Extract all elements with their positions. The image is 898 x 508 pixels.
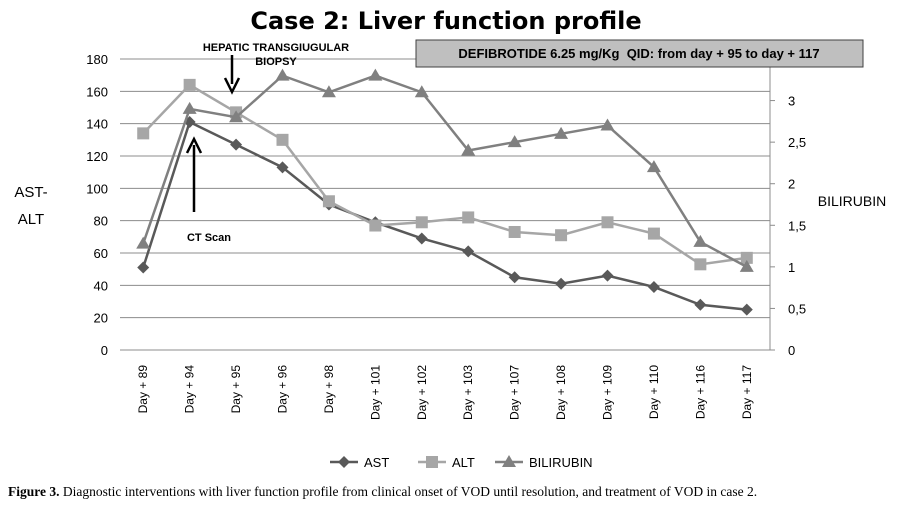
alt-point bbox=[694, 258, 707, 271]
ct-arrow bbox=[185, 136, 203, 212]
left-tick-label: 60 bbox=[94, 246, 108, 261]
x-tick-label: Day + 103 bbox=[461, 365, 475, 420]
right-tick-label: 2,5 bbox=[788, 135, 806, 150]
left-tick-label: 180 bbox=[86, 52, 108, 67]
bilirubin-point bbox=[600, 118, 615, 131]
alt-point bbox=[740, 251, 753, 264]
ast-line bbox=[142, 120, 747, 311]
bilirubin-point bbox=[507, 135, 522, 148]
biopsy-arrow bbox=[223, 55, 241, 95]
ast-point bbox=[230, 138, 243, 151]
alt-legend-label: ALT bbox=[452, 455, 475, 470]
left-tick-label: 160 bbox=[86, 84, 108, 99]
ast-point bbox=[555, 277, 568, 290]
biopsy-label-line1: HEPATIC TRANSGIUGULAR bbox=[203, 42, 349, 54]
ast-point bbox=[462, 245, 475, 258]
caption-text: Diagnostic interventions with liver func… bbox=[59, 484, 758, 499]
ast-point bbox=[694, 298, 707, 311]
left-tick-label: 120 bbox=[86, 149, 108, 164]
ast-point bbox=[137, 261, 150, 274]
alt-point bbox=[369, 219, 382, 232]
alt-point bbox=[322, 195, 335, 208]
right-tick-label: 2 bbox=[788, 177, 795, 192]
right-tick-label: 0,5 bbox=[788, 301, 806, 316]
x-tick-label: Day + 98 bbox=[322, 365, 336, 414]
bilirubin-legend-label: BILIRUBIN bbox=[529, 455, 593, 470]
ast-legend-marker bbox=[338, 456, 350, 468]
legend: AST ALT BILIRUBIN bbox=[330, 455, 593, 470]
bilirubin-point bbox=[321, 85, 336, 98]
left-tick-label: 140 bbox=[86, 117, 108, 132]
alt-point bbox=[137, 127, 150, 140]
x-tick-label: Day + 117 bbox=[740, 365, 754, 419]
x-tick-label: Day + 95 bbox=[229, 365, 243, 414]
x-tick-label: Day + 108 bbox=[554, 365, 568, 420]
ast-point bbox=[601, 269, 614, 282]
left-tick-label: 20 bbox=[94, 311, 108, 326]
ast-point bbox=[415, 232, 428, 245]
x-axis-ticks: Day + 89 Day + 94 Day + 95 Day + 96 Day + 98… bbox=[136, 365, 754, 420]
bilirubin-point bbox=[461, 143, 476, 156]
right-axis-ticks: 0 0,5 1 1,5 2 2,5 3 bbox=[769, 59, 806, 358]
ast-point bbox=[508, 271, 521, 284]
x-tick-label: Day + 116 bbox=[693, 365, 707, 419]
alt-line bbox=[142, 83, 747, 266]
alt-point bbox=[555, 229, 568, 242]
x-tick-label: Day + 96 bbox=[276, 365, 290, 414]
x-tick-label: Day + 107 bbox=[508, 365, 522, 420]
alt-point bbox=[462, 211, 475, 224]
x-tick-label: Day + 89 bbox=[136, 365, 150, 414]
bilirubin-line bbox=[142, 74, 748, 268]
series-layer bbox=[136, 68, 754, 316]
treatment-box bbox=[415, 39, 864, 68]
x-tick-label: Day + 110 bbox=[647, 365, 661, 419]
left-tick-label: 100 bbox=[86, 181, 108, 196]
alt-point bbox=[647, 227, 660, 240]
x-tick-label: Day + 101 bbox=[368, 365, 382, 420]
bilirubin-legend-marker bbox=[502, 455, 516, 467]
bilirubin-point bbox=[646, 160, 661, 173]
alt-point bbox=[601, 216, 614, 229]
bilirubin-point bbox=[229, 110, 244, 123]
left-tick-label: 0 bbox=[101, 343, 108, 358]
ct-label: CT Scan bbox=[187, 232, 231, 244]
bilirubin-point bbox=[136, 236, 151, 249]
bilirubin-point bbox=[368, 68, 383, 81]
bilirubin-point bbox=[693, 234, 708, 247]
ast-legend-label: AST bbox=[364, 455, 389, 470]
x-tick-label: Day + 94 bbox=[183, 365, 197, 414]
right-tick-label: 1 bbox=[788, 260, 795, 275]
left-axis-label-line2: ALT bbox=[18, 211, 44, 228]
alt-point bbox=[276, 133, 289, 146]
left-tick-label: 40 bbox=[94, 278, 108, 293]
chart-title: Case 2: Liver function profile bbox=[250, 7, 641, 35]
left-axis-label-line1: AST- bbox=[14, 184, 47, 201]
caption-label: Figure 3. bbox=[8, 484, 60, 499]
left-axis-ticks: 0 20 40 60 80 100 120 140 160 180 bbox=[86, 52, 108, 358]
bilirubin-point bbox=[414, 85, 429, 98]
right-tick-label: 1,5 bbox=[788, 218, 806, 233]
right-tick-label: 0 bbox=[788, 343, 795, 358]
biopsy-label-line2: BIOPSY bbox=[255, 56, 297, 68]
chart: Case 2: Liver function profile 020406080… bbox=[14, 7, 886, 470]
right-tick-label: 3 bbox=[788, 94, 795, 109]
figure-caption: Figure 3. Diagnostic interventions with … bbox=[8, 484, 888, 500]
alt-point bbox=[415, 216, 428, 229]
ast-point bbox=[740, 303, 753, 316]
alt-legend-marker bbox=[426, 456, 438, 468]
bilirubin-point bbox=[275, 68, 290, 81]
alt-point bbox=[183, 78, 196, 91]
x-tick-label: Day + 102 bbox=[415, 365, 429, 420]
left-tick-label: 80 bbox=[94, 214, 108, 229]
right-axis-label: BILIRUBIN bbox=[818, 193, 886, 209]
bilirubin-point bbox=[739, 259, 754, 272]
bilirubin-point bbox=[554, 126, 569, 139]
ast-point bbox=[276, 161, 289, 174]
x-tick-label: Day + 109 bbox=[601, 365, 615, 420]
treatment-box-text: DEFIBROTIDE 6.25 mg/Kg QID: from day + 9… bbox=[458, 46, 819, 61]
alt-point bbox=[508, 225, 521, 238]
ast-point bbox=[647, 280, 660, 293]
bilirubin-point bbox=[182, 101, 197, 114]
